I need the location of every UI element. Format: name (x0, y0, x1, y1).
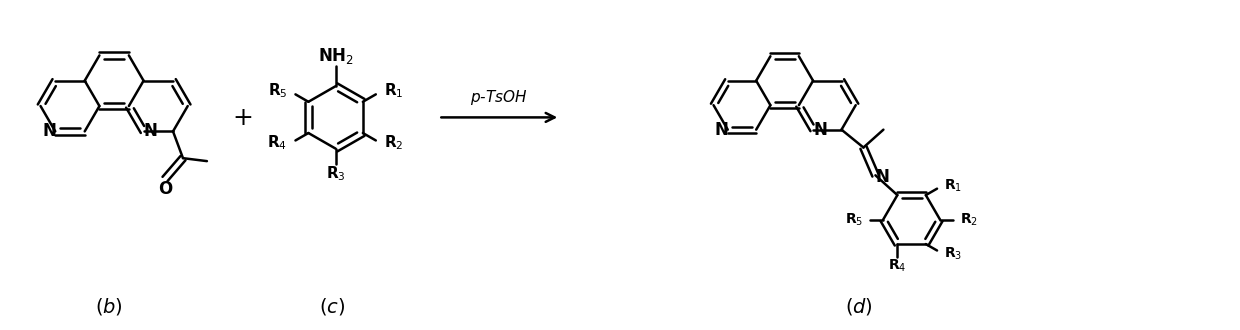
Text: N: N (714, 121, 729, 139)
Text: R$_1$: R$_1$ (384, 81, 403, 100)
Text: R$_4$: R$_4$ (268, 133, 288, 152)
Text: N: N (813, 121, 827, 139)
Text: R$_5$: R$_5$ (268, 81, 288, 100)
Text: N: N (144, 122, 157, 140)
Text: N: N (42, 122, 56, 140)
Text: NH$_2$: NH$_2$ (317, 47, 353, 66)
Text: $p$-TsOH: $p$-TsOH (470, 88, 528, 107)
Text: $(c)$: $(c)$ (320, 296, 346, 317)
Text: R$_2$: R$_2$ (960, 212, 978, 228)
Text: $(d)$: $(d)$ (846, 296, 873, 317)
Text: R$_2$: R$_2$ (384, 133, 403, 152)
Text: N: N (875, 168, 889, 186)
Text: R$_4$: R$_4$ (888, 258, 906, 274)
Text: R$_3$: R$_3$ (944, 245, 962, 262)
Text: R$_5$: R$_5$ (844, 212, 863, 228)
Text: R$_1$: R$_1$ (944, 178, 962, 194)
Text: O: O (157, 180, 172, 198)
Text: R$_3$: R$_3$ (326, 164, 346, 183)
Text: $(b)$: $(b)$ (95, 296, 123, 317)
Text: +: + (232, 106, 253, 130)
